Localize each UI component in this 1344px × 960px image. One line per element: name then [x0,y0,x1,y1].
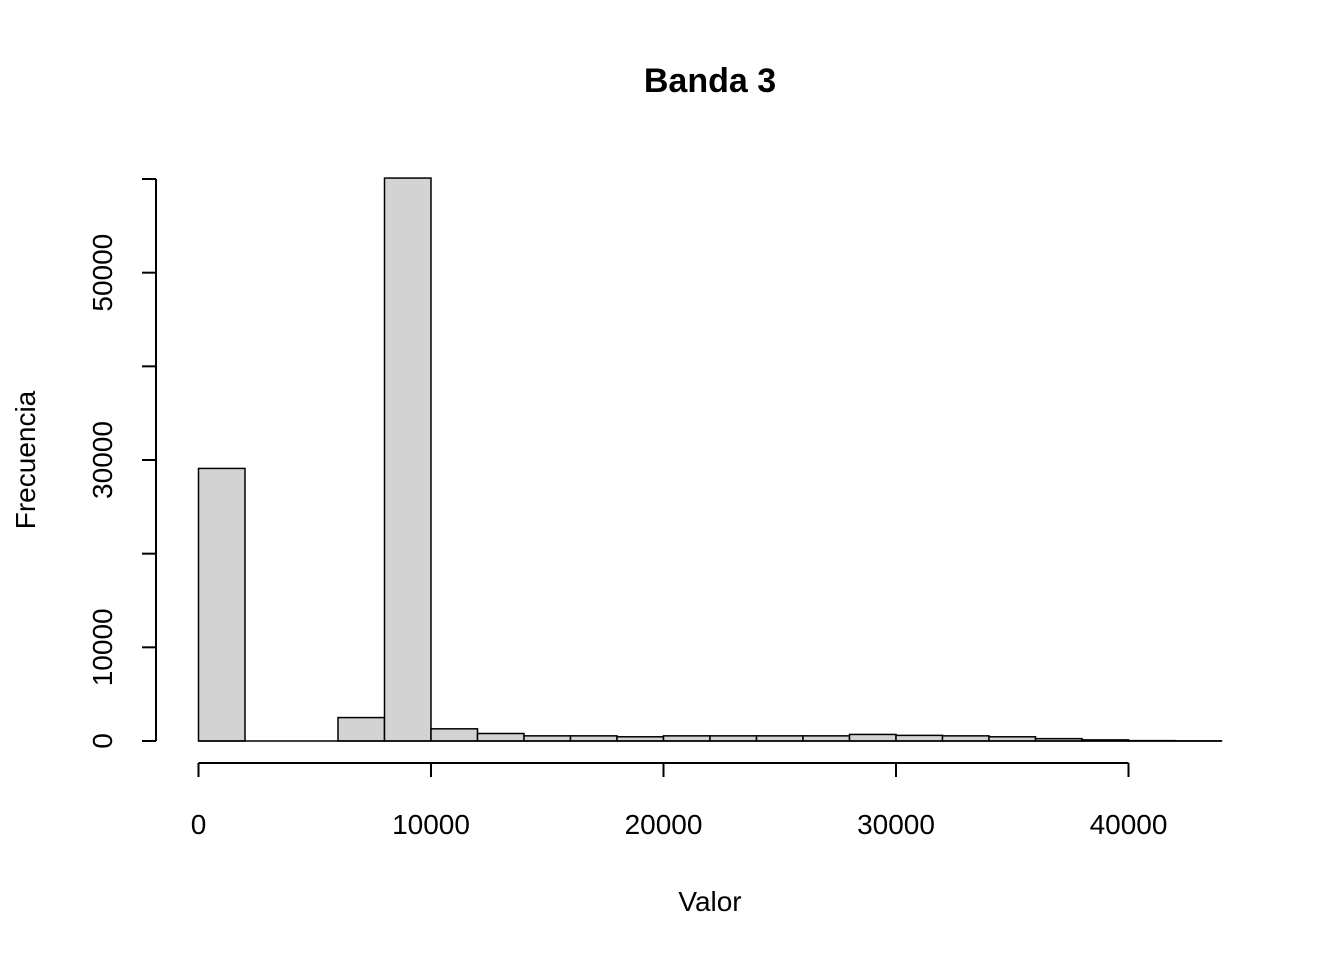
y-tick-label-1: 10000 [87,608,118,686]
x-tick-label-3: 30000 [857,809,935,840]
histogram-bar-14 [848,733,897,742]
y-tick-label-5: 50000 [87,234,118,312]
bars-group [197,177,1223,742]
y-axis-label: Frecuencia [10,390,41,529]
x-axis-label: Valor [678,886,741,917]
y-tick-label-0: 0 [87,733,118,749]
x-tick-label-1: 10000 [392,809,470,840]
chart-title: Banda 3 [644,62,776,100]
histogram-bar-13 [802,735,851,742]
x-tick-label-4: 40000 [1090,809,1168,840]
y-tick-label-3: 30000 [87,421,118,499]
y-axis: 0 10000 30000 50000 [87,178,157,749]
x-axis: 0 10000 20000 30000 40000 [191,740,1222,840]
histogram-bar-16 [941,735,990,742]
histogram-bar-8 [569,735,618,742]
histogram-bar-15 [895,734,944,742]
x-tick-label-0: 0 [191,809,207,840]
histogram-bar-7 [523,735,572,742]
histogram-bar-5 [430,728,479,742]
histogram-bar-4 [383,177,432,742]
histogram-bar-0 [197,467,246,742]
histogram-bar-3 [337,716,386,742]
histogram-bar-11 [709,735,758,742]
histogram-bar-10 [662,735,711,742]
x-tick-label-2: 20000 [625,809,703,840]
histogram-bar-6 [476,732,525,742]
histogram-bar-12 [755,735,804,742]
